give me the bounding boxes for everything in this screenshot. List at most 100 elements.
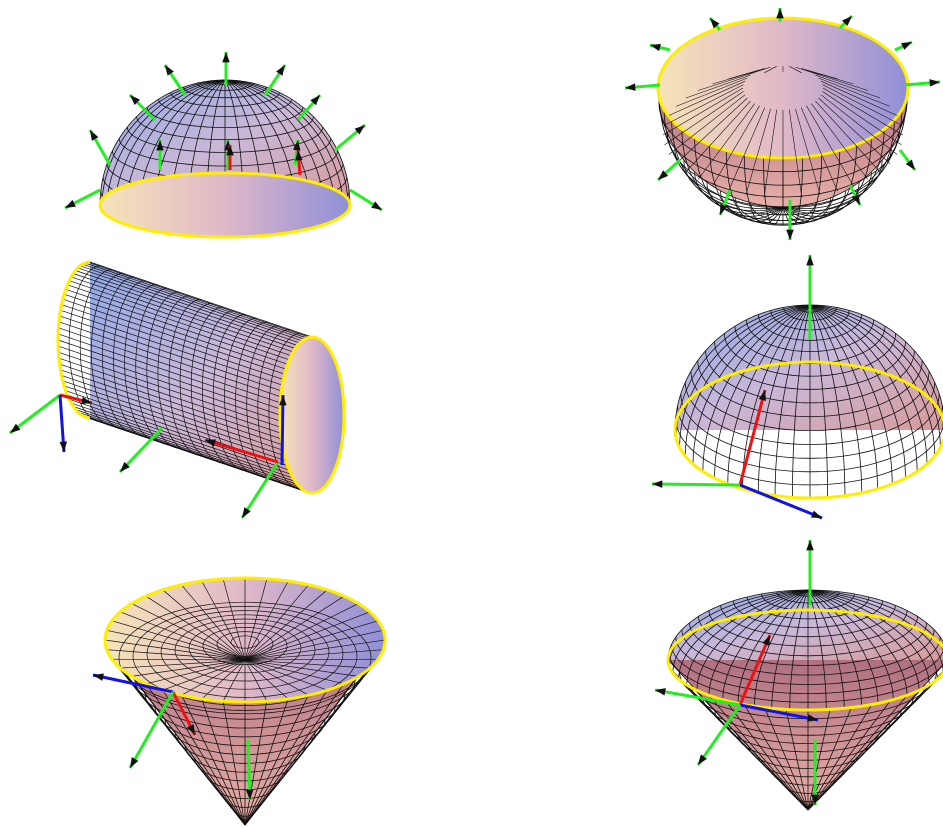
mesh-meridian: [244, 700, 268, 826]
arrow-head: [120, 461, 130, 472]
mesh-meridian: [659, 98, 784, 208]
vector: [739, 483, 823, 520]
mesh-meridian: [809, 304, 943, 430]
arrow-head: [655, 688, 666, 696]
mesh-meridian: [818, 77, 891, 107]
mesh-ring: [68, 265, 102, 423]
mesh-ring: [102, 276, 135, 434]
mesh-meridian: [244, 675, 359, 826]
mesh-ring: [90, 272, 124, 430]
arrow-head: [279, 395, 287, 406]
rim: [56, 260, 91, 420]
mesh-meridian: [820, 80, 898, 116]
mesh-meridian: [145, 683, 246, 826]
mesh-meridian: [782, 128, 885, 214]
mesh-meridian: [222, 700, 246, 826]
mesh-meridian: [782, 87, 909, 208]
arrow-head: [165, 65, 174, 76]
mesh-meridian: [668, 94, 746, 155]
mesh-meridian: [822, 91, 902, 146]
vector: [204, 438, 279, 464]
mesh-ring: [157, 295, 190, 453]
arrow-head: [186, 724, 195, 735]
mesh-meridian: [800, 107, 838, 192]
vector: [92, 673, 174, 694]
mesh-meridian: [675, 304, 811, 439]
vector: [738, 389, 767, 486]
mesh-meridian: [763, 109, 777, 198]
mesh-meridian: [809, 304, 936, 456]
arrow-head: [625, 83, 636, 91]
vector: [651, 482, 741, 487]
arrow-head: [130, 95, 140, 105]
mesh-meridian: [807, 589, 930, 686]
vector: [240, 461, 280, 519]
mesh-meridian: [697, 103, 755, 180]
arrow-head: [786, 229, 794, 240]
mesh-meridian: [672, 589, 809, 674]
arrow-head: [130, 757, 139, 768]
mesh-meridian: [224, 79, 349, 211]
arrow-head: [226, 145, 234, 156]
arrow-head: [59, 441, 68, 452]
mesh-meridian: [667, 659, 809, 811]
mesh-meridian: [809, 304, 893, 484]
mesh-meridian: [782, 155, 803, 226]
mesh-meridian: [201, 698, 246, 826]
mesh-meridian: [822, 87, 904, 136]
mesh-meridian: [244, 698, 289, 826]
mesh-meridian: [809, 304, 906, 478]
mesh-ring: [230, 635, 260, 649]
arrow-head: [371, 201, 382, 210]
mesh-meridian: [737, 589, 809, 704]
mesh-meridian: [806, 69, 854, 85]
mesh-meridian: [664, 84, 744, 126]
mesh-ring: [79, 269, 113, 426]
mesh-ring: [224, 317, 257, 475]
arrow-head: [929, 79, 940, 87]
mesh-meridian: [663, 109, 784, 210]
arrow-head: [806, 540, 814, 551]
mesh-meridian: [668, 80, 746, 116]
arrow-head: [806, 255, 814, 266]
mesh-meridian: [224, 79, 351, 206]
arrow-head: [156, 140, 164, 151]
mesh-meridian: [181, 694, 246, 826]
vector: [738, 634, 772, 706]
mesh-meridian: [113, 79, 226, 220]
mesh-meridian: [244, 694, 309, 826]
mesh-meridian: [764, 707, 809, 811]
mesh-meridian: [782, 143, 857, 220]
mesh-meridian: [702, 304, 811, 472]
mesh-meridian: [811, 72, 868, 91]
vector: [128, 691, 175, 769]
mesh-ring: [201, 310, 235, 468]
arrow-head: [776, 8, 784, 19]
mesh-ring: [132, 606, 358, 706]
mesh-meridian: [728, 107, 766, 192]
mesh-meridian: [685, 100, 751, 173]
mesh-meridian: [809, 304, 828, 497]
mesh-ring: [135, 287, 168, 445]
mesh-meridian: [809, 304, 943, 412]
mesh-meridian: [807, 589, 943, 652]
mesh-meridian: [657, 87, 784, 208]
mesh-meridian: [807, 589, 920, 691]
mesh-ring: [168, 299, 202, 456]
arrow-head: [698, 754, 708, 765]
mesh-ring: [246, 325, 279, 483]
mesh-meridian: [725, 700, 809, 811]
mesh-ring: [216, 631, 274, 657]
arrow-head: [811, 510, 822, 518]
mesh-meridian: [99, 79, 226, 206]
mesh-meridian: [806, 105, 854, 187]
mesh-meridian: [789, 66, 802, 74]
arrow-head: [807, 714, 818, 722]
mesh-meridian: [807, 704, 872, 811]
vector: [739, 703, 819, 722]
mesh-meridian: [727, 304, 811, 484]
rim: [278, 335, 346, 495]
mesh-meridian: [815, 74, 881, 99]
mesh-meridian: [774, 304, 811, 496]
